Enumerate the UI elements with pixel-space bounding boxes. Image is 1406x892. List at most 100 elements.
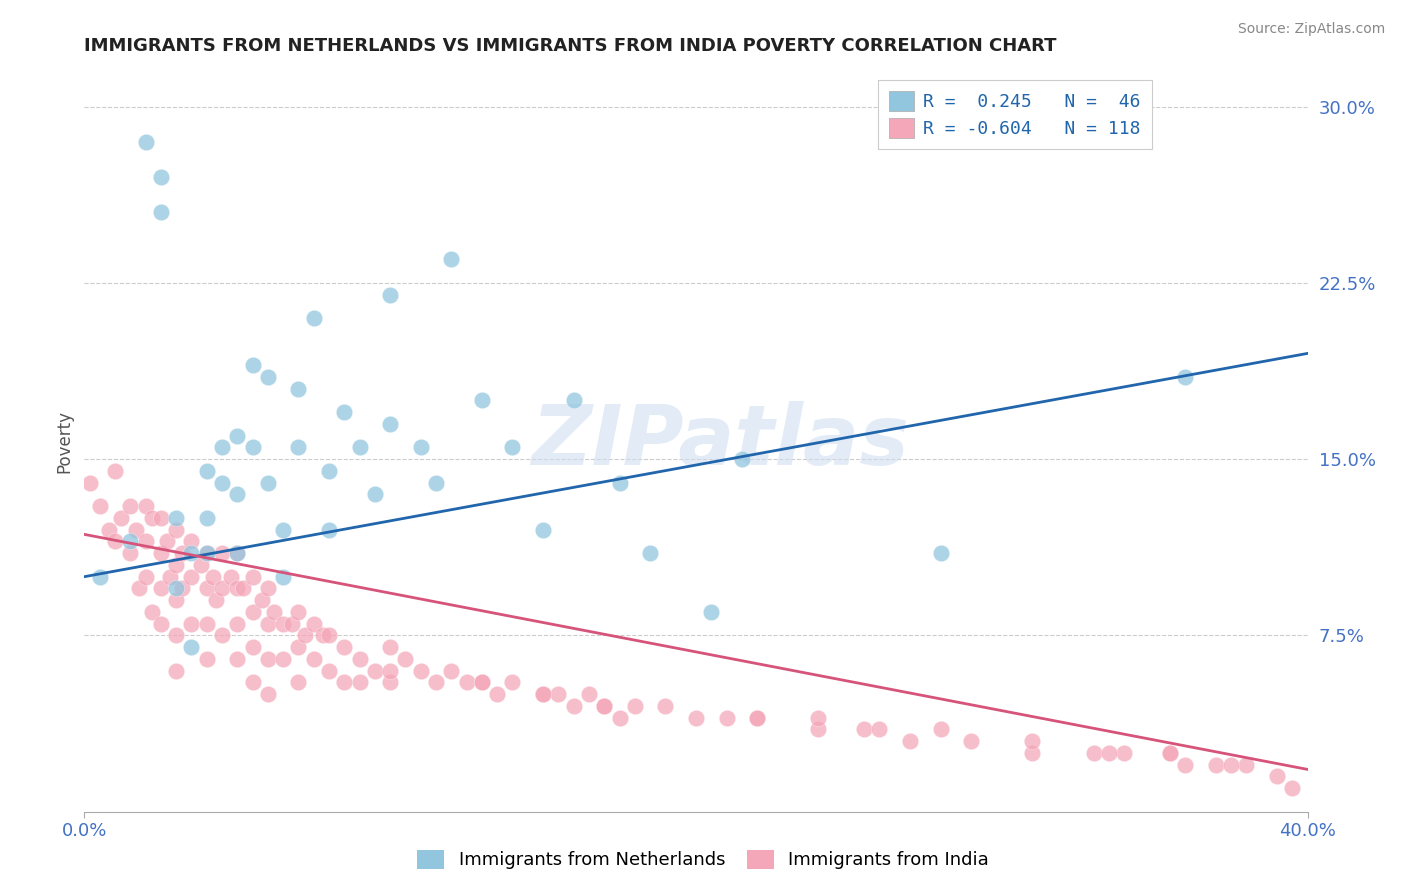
- Point: [502, 675, 524, 690]
- Point: [731, 452, 754, 467]
- Point: [165, 664, 187, 678]
- Point: [456, 675, 478, 690]
- Text: ZIPatlas: ZIPatlas: [531, 401, 910, 482]
- Point: [853, 723, 876, 737]
- Point: [271, 652, 294, 666]
- Point: [257, 475, 280, 490]
- Point: [159, 570, 181, 584]
- Point: [807, 711, 830, 725]
- Point: [226, 616, 249, 631]
- Point: [349, 652, 371, 666]
- Point: [302, 616, 325, 631]
- Point: [135, 534, 157, 549]
- Point: [135, 135, 157, 149]
- Point: [120, 534, 142, 549]
- Point: [318, 664, 340, 678]
- Point: [380, 675, 402, 690]
- Point: [1098, 746, 1121, 760]
- Point: [929, 723, 952, 737]
- Point: [578, 687, 600, 701]
- Point: [226, 428, 249, 442]
- Point: [211, 546, 233, 560]
- Point: [425, 475, 447, 490]
- Point: [654, 698, 676, 713]
- Point: [333, 675, 356, 690]
- Point: [257, 687, 280, 701]
- Point: [135, 499, 157, 513]
- Point: [349, 441, 371, 455]
- Point: [1205, 757, 1227, 772]
- Point: [380, 417, 402, 431]
- Point: [226, 546, 249, 560]
- Point: [1021, 746, 1043, 760]
- Point: [79, 475, 101, 490]
- Point: [685, 711, 707, 725]
- Point: [232, 582, 254, 596]
- Point: [1220, 757, 1243, 772]
- Point: [312, 628, 335, 642]
- Point: [1174, 757, 1197, 772]
- Point: [257, 582, 280, 596]
- Point: [302, 652, 325, 666]
- Point: [380, 287, 402, 301]
- Point: [211, 582, 233, 596]
- Point: [104, 464, 127, 478]
- Point: [440, 664, 463, 678]
- Point: [180, 616, 202, 631]
- Point: [135, 570, 157, 584]
- Point: [242, 570, 264, 584]
- Point: [287, 605, 309, 619]
- Point: [1281, 781, 1303, 796]
- Point: [195, 546, 218, 560]
- Point: [89, 499, 111, 513]
- Point: [409, 441, 432, 455]
- Point: [440, 252, 463, 267]
- Point: [149, 205, 172, 219]
- Point: [562, 698, 585, 713]
- Point: [226, 546, 249, 560]
- Point: [302, 311, 325, 326]
- Point: [156, 534, 179, 549]
- Point: [195, 582, 218, 596]
- Point: [318, 464, 340, 478]
- Point: [149, 616, 172, 631]
- Point: [609, 711, 631, 725]
- Point: [226, 487, 249, 501]
- Point: [349, 675, 371, 690]
- Point: [531, 687, 554, 701]
- Point: [425, 675, 447, 690]
- Point: [125, 523, 148, 537]
- Point: [593, 698, 616, 713]
- Point: [562, 393, 585, 408]
- Point: [201, 570, 224, 584]
- Point: [1159, 746, 1181, 760]
- Point: [110, 511, 132, 525]
- Point: [180, 546, 202, 560]
- Point: [869, 723, 891, 737]
- Point: [700, 605, 723, 619]
- Point: [242, 640, 264, 655]
- Point: [1174, 370, 1197, 384]
- Point: [364, 487, 387, 501]
- Point: [195, 464, 218, 478]
- Point: [190, 558, 212, 572]
- Point: [1083, 746, 1105, 760]
- Point: [1114, 746, 1136, 760]
- Point: [898, 734, 921, 748]
- Point: [120, 499, 142, 513]
- Point: [409, 664, 432, 678]
- Point: [486, 687, 509, 701]
- Point: [471, 393, 494, 408]
- Point: [281, 616, 304, 631]
- Point: [609, 475, 631, 490]
- Point: [333, 640, 356, 655]
- Point: [141, 511, 163, 525]
- Point: [165, 511, 187, 525]
- Point: [394, 652, 416, 666]
- Point: [531, 523, 554, 537]
- Point: [205, 593, 228, 607]
- Point: [242, 605, 264, 619]
- Point: [929, 546, 952, 560]
- Point: [531, 687, 554, 701]
- Legend: R =  0.245   N =  46, R = -0.604   N = 118: R = 0.245 N = 46, R = -0.604 N = 118: [879, 80, 1152, 149]
